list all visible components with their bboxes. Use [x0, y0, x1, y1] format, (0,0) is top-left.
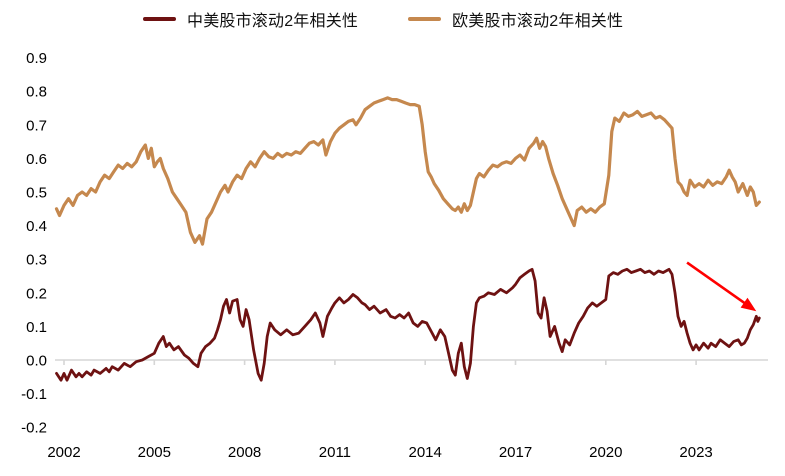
y-tick-label: 0.9: [26, 50, 47, 67]
chart-legend: 中美股市滚动2年相关性 欧美股市滚动2年相关性: [143, 7, 623, 31]
trend-arrow-head: [740, 297, 757, 312]
y-tick-label: 0.5: [26, 185, 47, 202]
y-tick-label: 0.4: [26, 218, 47, 235]
y-tick-label: -0.1: [21, 386, 47, 403]
y-tick-label: 0.8: [26, 84, 47, 101]
y-tick-label: 0.0: [26, 353, 47, 370]
y-tick-label: 0.7: [26, 117, 47, 134]
x-tick-label: 2008: [228, 444, 261, 461]
y-tick-label: -0.2: [21, 420, 47, 437]
x-tick-label: 2017: [499, 444, 532, 461]
trend-arrow-shaft: [686, 261, 747, 305]
y-tick-label: 0.2: [26, 285, 47, 302]
legend-line-swatch-eu-us: [408, 17, 442, 21]
legend-line-swatch-cn-us: [143, 17, 176, 21]
series-line-cn-us-correlation: [55, 267, 761, 382]
series-line-eu-us-correlation: [54, 96, 761, 246]
legend-label-cn-us: 中美股市滚动2年相关性: [187, 13, 359, 30]
x-tick-label: 2011: [319, 444, 351, 461]
y-tick-label: 0.6: [26, 151, 47, 168]
y-tick-label: 0.1: [26, 319, 47, 336]
legend-item-cn-us-correlation: 中美股市滚动2年相关性: [143, 7, 358, 31]
x-tick-label: 2005: [138, 444, 171, 461]
x-tick-label: 2002: [47, 444, 80, 461]
x-tick-label: 2023: [679, 444, 712, 461]
x-tick-label: 2020: [589, 444, 622, 461]
x-tick-label: 2014: [409, 444, 442, 461]
y-tick-label: 0.3: [26, 252, 47, 269]
legend-item-eu-us-correlation: 欧美股市滚动2年相关性: [408, 7, 623, 31]
legend-label-eu-us: 欧美股市滚动2年相关性: [452, 13, 624, 30]
